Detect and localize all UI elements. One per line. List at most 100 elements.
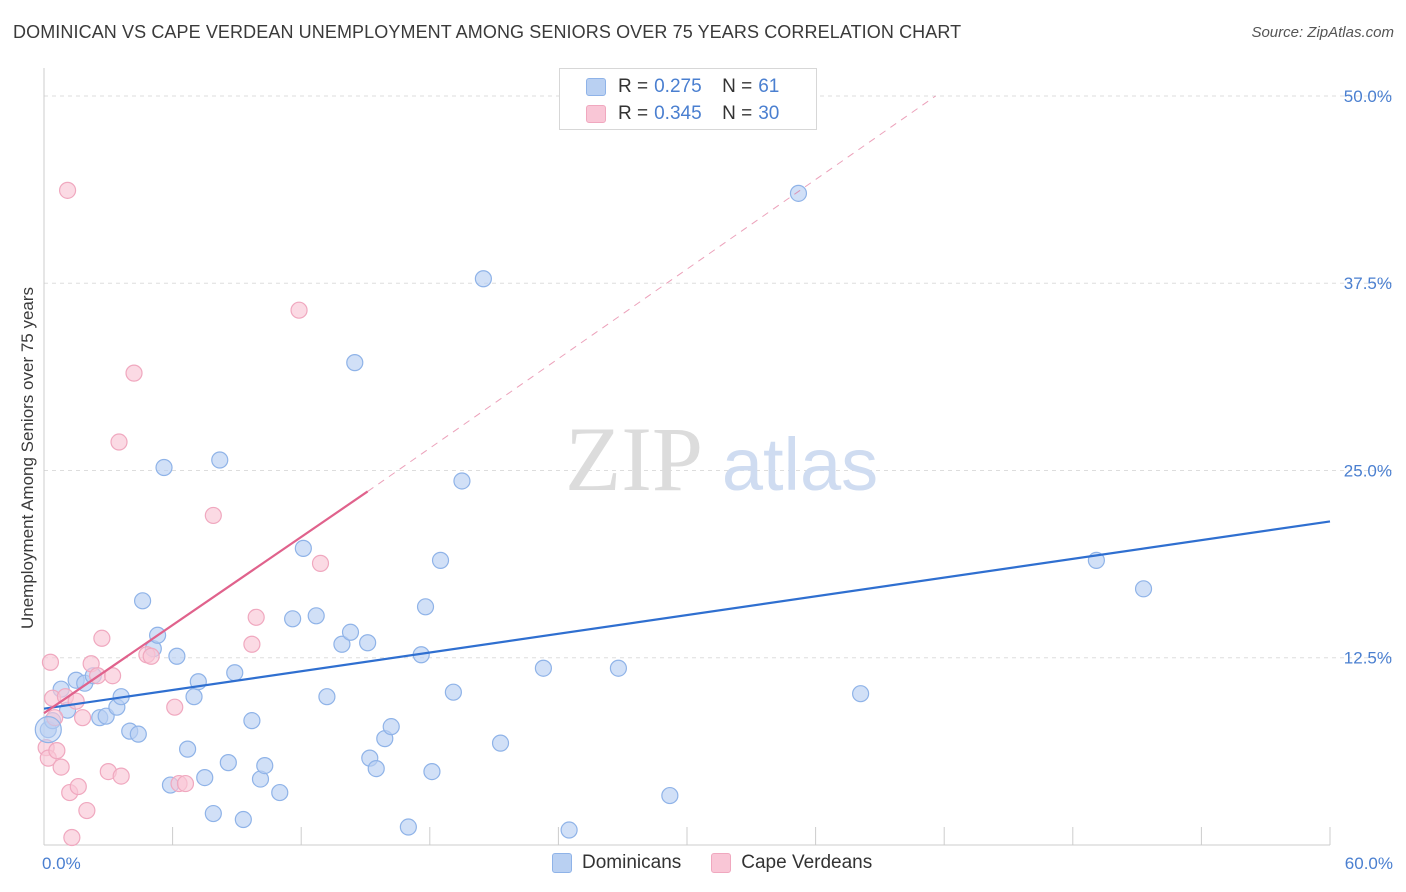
dominican-point — [133, 592, 152, 610]
dominican-point — [852, 685, 870, 703]
dominican-point — [34, 716, 62, 744]
cape-verdean-point — [142, 647, 160, 665]
series-legend: Dominicans Cape Verdeans — [552, 852, 902, 874]
legend-r-value: 0.275 — [654, 76, 702, 97]
legend-n-value: 30 — [758, 103, 780, 124]
cape-verdean-point — [125, 364, 143, 382]
dominican-point — [226, 664, 244, 682]
dominican-point — [307, 607, 325, 625]
dominican-point — [284, 610, 302, 628]
cape-verdean-point — [247, 608, 265, 626]
cape-verdean-trend-line — [43, 490, 369, 715]
y-tick-label: 37.5% — [1344, 274, 1392, 293]
dominican-point — [211, 451, 229, 469]
dominican-point — [661, 786, 679, 805]
watermark-atlas: atlas — [722, 423, 878, 506]
legend-n-value: 61 — [758, 76, 780, 97]
cape-verdean-point — [63, 828, 81, 847]
dominican-point — [423, 762, 441, 781]
legend-label-cape-verdeans: Cape Verdeans — [741, 852, 873, 873]
y-axis-label: Unemployment Among Seniors over 75 years — [18, 286, 37, 630]
dominican-point — [185, 688, 203, 706]
chart-title: DOMINICAN VS CAPE VERDEAN UNEMPLOYMENT A… — [13, 22, 962, 42]
cape-verdean-point — [204, 506, 222, 525]
legend-r-value: 0.345 — [654, 103, 702, 124]
legend-row-dominicans: R = 0.275 N = 61 — [586, 75, 779, 99]
dominican-point — [271, 783, 289, 802]
y-tick-label: 25.0% — [1344, 461, 1392, 480]
cape-verdean-point — [58, 181, 77, 199]
dominican-point — [168, 647, 186, 665]
dominican-point — [789, 184, 808, 202]
dominican-point — [474, 270, 492, 288]
y-tick-label: 50.0% — [1344, 87, 1392, 106]
x-tick-label: 60.0% — [1345, 854, 1393, 873]
legend-r-label: R = — [618, 103, 649, 124]
cape-verdean-point — [166, 698, 184, 716]
source-label: Source: ZipAtlas.com — [1251, 24, 1394, 41]
cape-verdean-point — [41, 653, 60, 671]
dominican-point — [243, 712, 261, 730]
dominican-point — [367, 759, 385, 778]
dominican-point — [609, 659, 628, 677]
dominican-point — [219, 754, 237, 772]
trend-lines — [43, 95, 1331, 715]
dominican-point — [341, 623, 360, 641]
legend-swatch-blue — [586, 78, 606, 96]
legend-item-dominicans[interactable]: Dominicans — [552, 852, 681, 874]
dominican-point — [204, 804, 222, 823]
cape-verdean-point — [290, 301, 308, 319]
dominican-point — [318, 688, 336, 706]
dominican-point — [491, 734, 510, 752]
cape-verdean-point — [176, 774, 195, 793]
dominican-point — [294, 539, 312, 557]
dominican-point — [234, 810, 252, 829]
dominican-point — [431, 551, 450, 569]
cape-verdean-point — [243, 635, 261, 653]
watermark-zip: ZIP — [565, 408, 703, 510]
dominican-point — [534, 659, 552, 677]
dominican-point — [359, 634, 377, 652]
legend-swatch-pink — [711, 853, 732, 873]
legend-n-label: N = — [722, 103, 753, 124]
cape-verdean-point — [103, 667, 122, 685]
dominican-point — [179, 740, 197, 758]
dominican-point — [129, 725, 147, 743]
x-tick-label: 0.0% — [42, 854, 81, 873]
dominican-point — [196, 768, 214, 787]
cape-verdean-point — [110, 433, 128, 451]
legend-row-cape-verdeans: R = 0.345 N = 30 — [586, 102, 779, 126]
cape-verdean-point — [112, 767, 130, 785]
cape-verdean-trend-extension — [367, 95, 936, 492]
watermark: ZIP atlas — [565, 408, 878, 510]
dominican-point — [256, 757, 274, 775]
dominican-point — [382, 718, 400, 736]
dominican-point — [346, 354, 364, 372]
gridlines — [44, 95, 1392, 659]
cape-verdean-point — [311, 554, 330, 572]
y-tick-label: 12.5% — [1344, 649, 1392, 668]
dominican-point — [453, 472, 471, 490]
legend-item-cape-verdeans[interactable]: Cape Verdeans — [711, 852, 872, 874]
cape-verdean-point — [52, 758, 70, 776]
dominican-point — [1134, 580, 1153, 598]
stats-legend: R = 0.275 N = 61 R = 0.345 N = 30 — [559, 68, 817, 130]
cape-verdean-point — [48, 742, 66, 760]
legend-label-dominicans: Dominicans — [582, 852, 682, 873]
legend-n-label: N = — [722, 76, 753, 97]
dominican-point — [333, 635, 351, 653]
legend-swatch-pink — [586, 105, 606, 123]
dominican-point — [560, 821, 578, 839]
dominican-point — [399, 818, 417, 836]
dominican-point — [416, 598, 435, 616]
dominican-trend-line — [43, 520, 1331, 710]
dominican-point — [155, 458, 173, 477]
dominican-point — [444, 683, 462, 701]
tick-labels: 12.5% 25.0% 37.5% 50.0% 0.0% 60.0% — [42, 87, 1393, 873]
cape-verdean-point — [93, 629, 111, 647]
cape-verdean-point — [78, 801, 96, 820]
legend-swatch-blue — [552, 853, 572, 873]
legend-r-label: R = — [618, 76, 649, 97]
data-points — [34, 181, 1153, 847]
